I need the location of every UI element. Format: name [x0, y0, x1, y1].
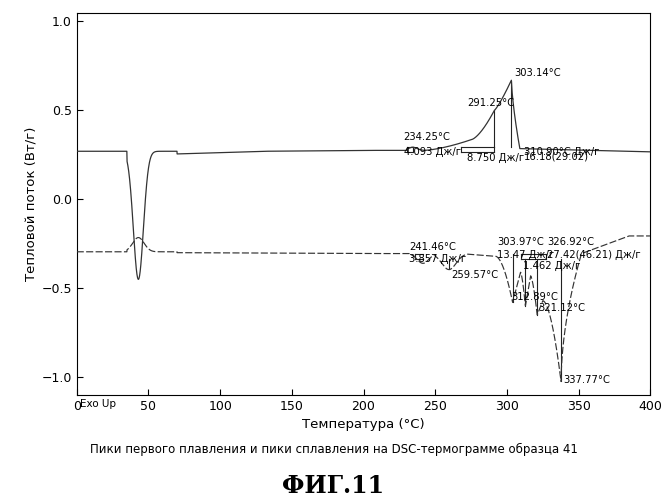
Text: Пики первого плавления и пики сплавления на DSC-термограмме образца 41: Пики первого плавления и пики сплавления…: [89, 442, 578, 456]
Text: Exo Up: Exo Up: [79, 399, 115, 409]
Text: 1.462 Дж/г: 1.462 Дж/г: [523, 261, 580, 271]
Text: 337.77°C: 337.77°C: [563, 376, 610, 386]
Text: 13.47 Дж/г: 13.47 Дж/г: [497, 250, 554, 260]
Text: 27.42(46.21) Дж/г: 27.42(46.21) Дж/г: [547, 250, 641, 260]
Text: 303.97°C: 303.97°C: [497, 238, 544, 248]
Text: 16.18(29.02): 16.18(29.02): [524, 152, 589, 162]
Text: 291.25°C: 291.25°C: [468, 98, 515, 108]
Y-axis label: Тепловой поток (Вт/г): Тепловой поток (Вт/г): [24, 126, 37, 281]
Text: 8.750 Дж/г: 8.750 Дж/г: [467, 154, 524, 164]
Text: 3.857 Дж/г: 3.857 Дж/г: [410, 254, 466, 264]
Text: 303.14°C: 303.14°C: [514, 68, 561, 78]
Text: 326.92°C: 326.92°C: [547, 238, 594, 248]
X-axis label: Температура (°C): Температура (°C): [302, 418, 425, 432]
Text: 4.093 Дж/г: 4.093 Дж/г: [404, 147, 461, 157]
Text: 234.25°C: 234.25°C: [404, 132, 450, 142]
Text: 312.89°C: 312.89°C: [511, 292, 558, 302]
Text: ФИГ.11: ФИГ.11: [282, 474, 385, 498]
Text: 259.57°C: 259.57°C: [451, 270, 498, 280]
Text: 241.46°C: 241.46°C: [410, 242, 456, 252]
Text: 321.12°C: 321.12°C: [538, 303, 586, 313]
Text: 310.90°C Дж/г: 310.90°C Дж/г: [524, 147, 600, 157]
